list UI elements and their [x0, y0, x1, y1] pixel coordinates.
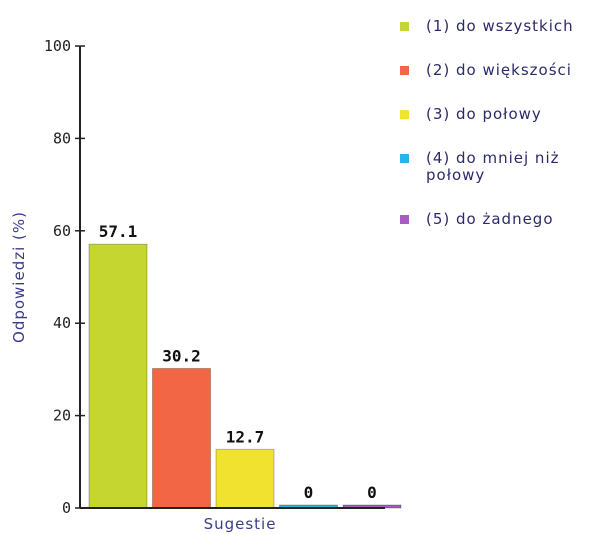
legend-label: (3) do połowy — [426, 105, 542, 123]
legend: (1) do wszystkich (2) do większości (3) do… — [398, 18, 603, 255]
legend-item: (1) do wszystkich — [398, 18, 603, 35]
bars-group — [88, 243, 402, 509]
y-tick-label: 100 — [44, 37, 71, 55]
legend-swatch — [400, 22, 409, 31]
legend-item: (5) do żadnego — [398, 211, 603, 228]
legend-label: (1) do wszystkich — [426, 17, 574, 35]
bar-value-label: 0 — [367, 483, 377, 502]
y-ticks-group: 0 20 40 60 80 100 — [44, 37, 85, 517]
y-tick-label: 80 — [53, 129, 71, 147]
y-tick-label: 20 — [53, 407, 71, 425]
legend-item: (2) do większości — [398, 62, 603, 79]
legend-swatch — [400, 66, 409, 75]
bar-value-label: 57.1 — [99, 222, 138, 241]
bar-value-label: 12.7 — [226, 427, 265, 446]
legend-label: (4) do mniej niż połowy — [426, 149, 560, 184]
data-labels-group: 57.1 30.2 12.7 0 0 — [99, 222, 377, 502]
axes-group — [79, 46, 385, 509]
y-tick-label: 60 — [53, 222, 71, 240]
bar — [88, 243, 148, 509]
y-tick-label: 0 — [62, 499, 71, 517]
legend-swatch — [400, 215, 409, 224]
legend-item: (3) do połowy — [398, 106, 603, 123]
y-tick-label: 40 — [53, 314, 71, 332]
y-axis-title: Odpowiedzi (%) — [10, 211, 28, 343]
legend-swatch — [400, 110, 409, 119]
bar — [152, 367, 211, 509]
legend-swatch — [400, 154, 409, 163]
bar — [215, 448, 275, 509]
legend-item: (4) do mniej niż połowy — [398, 150, 603, 184]
bar-value-label: 0 — [304, 483, 314, 502]
legend-label: (2) do większości — [426, 61, 572, 79]
bar-value-label: 30.2 — [162, 346, 201, 365]
legend-label: (5) do żadnego — [426, 210, 554, 228]
x-axis-title: Sugestie — [204, 515, 277, 533]
